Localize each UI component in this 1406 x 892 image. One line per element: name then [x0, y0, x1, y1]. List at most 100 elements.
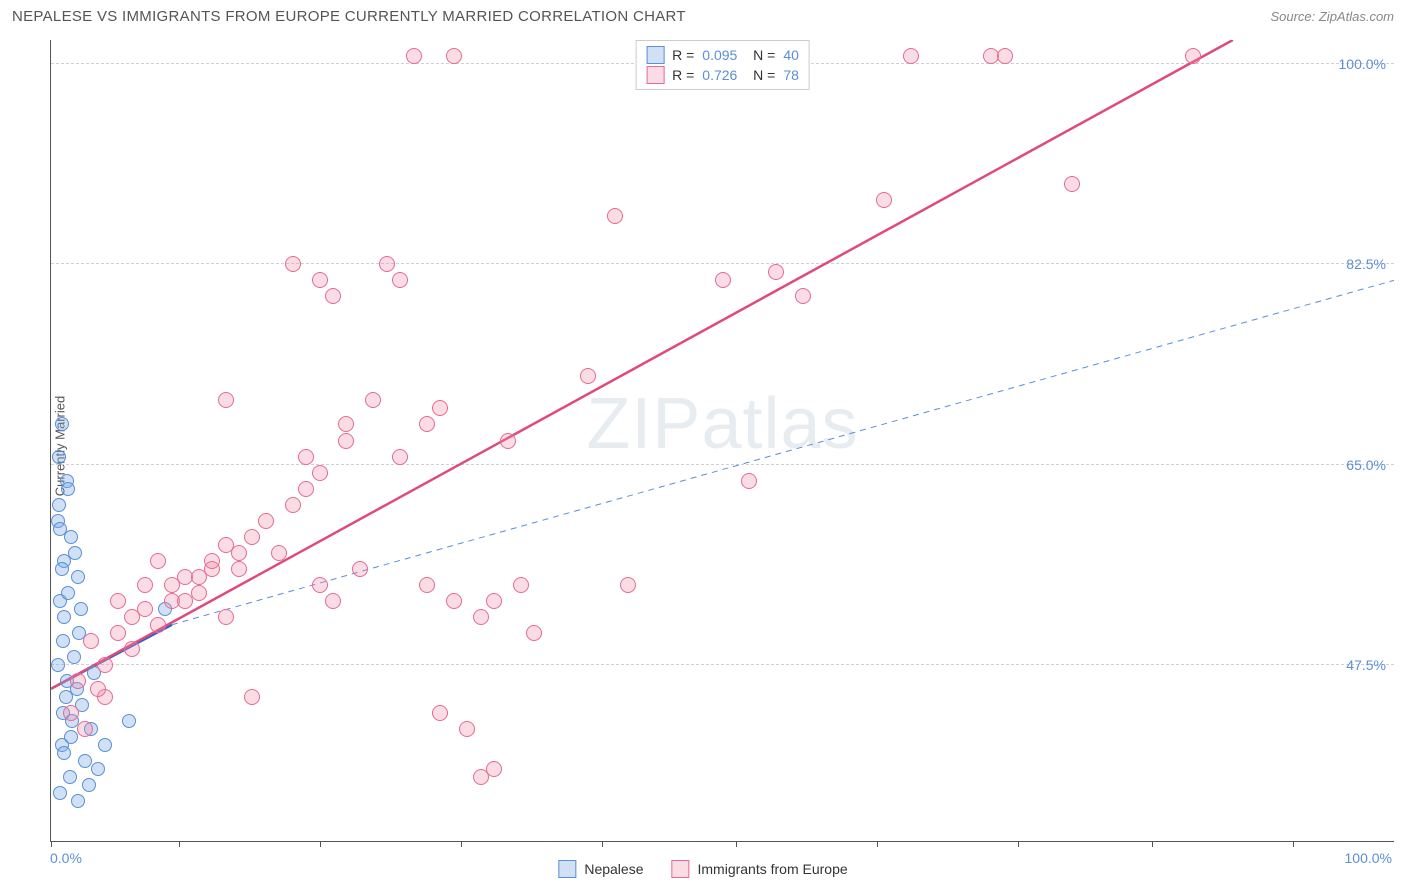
data-point — [231, 545, 247, 561]
data-point — [419, 577, 435, 593]
data-point — [191, 569, 207, 585]
data-point — [53, 786, 67, 800]
data-point — [122, 714, 136, 728]
legend-swatch — [646, 46, 664, 64]
data-point — [768, 264, 784, 280]
data-point — [82, 778, 96, 792]
n-label: N = — [745, 67, 775, 83]
x-axis-min-label: 0.0% — [50, 850, 82, 866]
data-point — [446, 593, 462, 609]
data-point — [473, 609, 489, 625]
x-tick — [1018, 841, 1019, 847]
y-tick-label: 100.0% — [1339, 56, 1386, 72]
data-point — [68, 546, 82, 560]
data-point — [312, 272, 328, 288]
data-point — [51, 658, 65, 672]
grid-line — [51, 664, 1394, 665]
data-point — [164, 577, 180, 593]
data-point — [70, 673, 86, 689]
data-point — [98, 738, 112, 752]
data-point — [91, 762, 105, 776]
header: NEPALESE VS IMMIGRANTS FROM EUROPE CURRE… — [0, 0, 1406, 29]
r-label: R = — [672, 47, 694, 63]
data-point — [63, 705, 79, 721]
n-label: N = — [745, 47, 775, 63]
data-point — [312, 465, 328, 481]
data-point — [620, 577, 636, 593]
data-point — [365, 392, 381, 408]
y-tick-label: 82.5% — [1346, 256, 1386, 272]
r-value: 0.095 — [702, 47, 737, 63]
data-point — [57, 610, 71, 624]
x-tick — [736, 841, 737, 847]
watermark: ZIPatlas — [586, 383, 858, 465]
y-tick-label: 47.5% — [1346, 657, 1386, 673]
data-point — [52, 450, 66, 464]
data-point — [218, 609, 234, 625]
data-point — [1185, 48, 1201, 64]
data-point — [607, 208, 623, 224]
legend-label: Immigrants from Europe — [697, 861, 847, 877]
data-point — [150, 617, 166, 633]
data-point — [137, 601, 153, 617]
grid-line — [51, 464, 1394, 465]
x-tick — [877, 841, 878, 847]
data-point — [231, 561, 247, 577]
data-point — [110, 625, 126, 641]
data-point — [580, 368, 596, 384]
x-axis-max-label: 100.0% — [1345, 850, 1392, 866]
data-point — [53, 522, 67, 536]
data-point — [218, 392, 234, 408]
data-point — [271, 545, 287, 561]
data-point — [71, 794, 85, 808]
data-point — [137, 577, 153, 593]
data-point — [298, 449, 314, 465]
data-point — [77, 721, 93, 737]
data-point — [150, 553, 166, 569]
data-point — [352, 561, 368, 577]
data-point — [56, 634, 70, 648]
data-point — [500, 433, 516, 449]
correlation-legend-row: R = 0.095 N = 40 — [646, 45, 799, 65]
grid-line — [51, 263, 1394, 264]
legend-swatch — [671, 860, 689, 878]
legend-swatch — [558, 860, 576, 878]
data-point — [486, 761, 502, 777]
legend-swatch — [646, 66, 664, 84]
correlation-legend: R = 0.095 N = 40R = 0.726 N = 78 — [635, 40, 810, 90]
x-tick — [179, 841, 180, 847]
x-tick — [461, 841, 462, 847]
data-point — [285, 256, 301, 272]
data-point — [486, 593, 502, 609]
data-point — [338, 416, 354, 432]
data-point — [177, 593, 193, 609]
n-value: 78 — [783, 67, 799, 83]
legend-label: Nepalese — [584, 861, 643, 877]
data-point — [526, 625, 542, 641]
data-point — [83, 633, 99, 649]
data-point — [67, 650, 81, 664]
data-point — [513, 577, 529, 593]
data-point — [741, 473, 757, 489]
data-point — [903, 48, 919, 64]
source-attribution: Source: ZipAtlas.com — [1270, 9, 1394, 24]
data-point — [78, 754, 92, 768]
data-point — [63, 770, 77, 784]
data-point — [52, 498, 66, 512]
data-point — [997, 48, 1013, 64]
data-point — [392, 272, 408, 288]
x-tick — [51, 841, 52, 847]
data-point — [432, 705, 448, 721]
data-point — [406, 48, 422, 64]
data-point — [379, 256, 395, 272]
data-point — [90, 681, 106, 697]
data-point — [61, 482, 75, 496]
legend-item: Immigrants from Europe — [671, 860, 847, 878]
data-point — [392, 449, 408, 465]
regression-lines — [51, 40, 1394, 841]
data-point — [97, 657, 113, 673]
data-point — [244, 529, 260, 545]
y-tick-label: 65.0% — [1346, 457, 1386, 473]
data-point — [298, 481, 314, 497]
x-tick — [1152, 841, 1153, 847]
